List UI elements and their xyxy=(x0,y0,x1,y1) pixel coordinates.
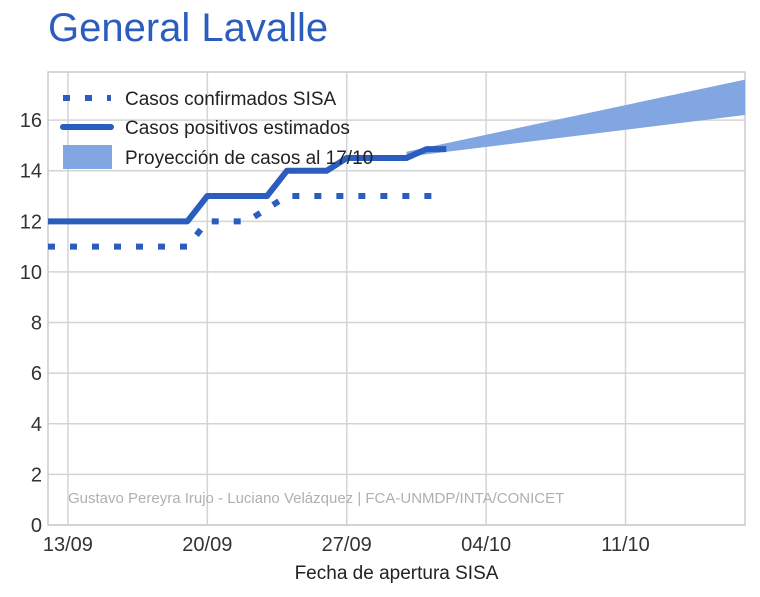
y-tick-label: 8 xyxy=(31,313,42,335)
x-axis-label: Fecha de apertura SISA xyxy=(295,563,499,584)
chart-title: General Lavalle xyxy=(48,6,329,50)
y-tick-label: 10 xyxy=(20,262,42,284)
y-tick-label: 14 xyxy=(20,161,42,183)
plot-frame xyxy=(47,71,746,526)
y-tick-label: 4 xyxy=(31,414,42,436)
y-tick-label: 12 xyxy=(20,211,42,233)
x-tick-label: 11/10 xyxy=(601,534,650,556)
x-tick-label: 13/09 xyxy=(43,534,93,556)
legend-swatch-projection xyxy=(63,145,112,169)
legend-label: Casos confirmados SISA xyxy=(125,89,337,110)
legend-label: Casos positivos estimados xyxy=(125,118,350,139)
series-estimated-line xyxy=(48,146,447,225)
x-tick-label: 27/09 xyxy=(322,534,372,556)
y-tick-label: 0 xyxy=(31,515,42,537)
legend-label: Proyección de casos al 17/10 xyxy=(125,148,373,169)
projection-area xyxy=(406,79,745,157)
y-tick-label: 6 xyxy=(31,363,42,385)
x-tick-label: 20/09 xyxy=(182,534,232,556)
x-tick-label: 04/10 xyxy=(461,534,511,556)
y-tick-label: 16 xyxy=(20,110,42,132)
y-tick-label: 2 xyxy=(31,464,42,486)
credit-text: Gustavo Pereyra Irujo - Luciano Velázque… xyxy=(68,490,564,507)
